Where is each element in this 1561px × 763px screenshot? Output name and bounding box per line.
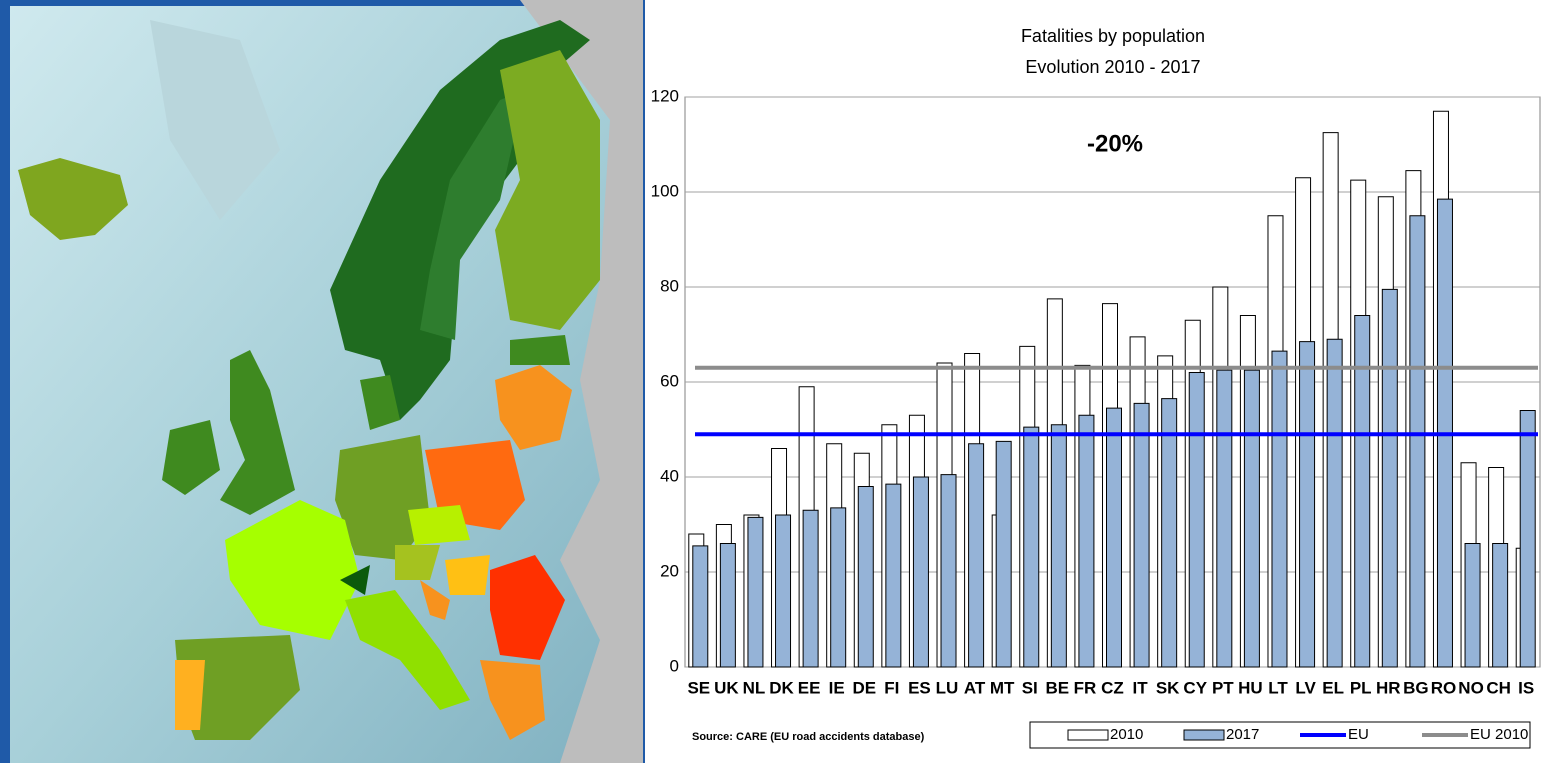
x-tick-label: CH [1486,678,1511,697]
x-tick-label: PL [1350,678,1372,697]
bar [1106,407,1122,668]
bar [775,514,792,668]
x-tick-label: NO [1458,678,1484,697]
bar [802,509,819,668]
x-tick-label: EL [1322,678,1344,697]
x-tick-label: BE [1046,678,1070,697]
bar [1023,426,1040,668]
legend-label: 2010 [1110,726,1143,743]
bar [830,507,847,668]
x-tick-label: SE [687,678,710,697]
map [10,0,643,763]
x-tick-label: SK [1156,678,1180,697]
x-tick-label: HR [1376,678,1401,697]
bar [1464,543,1481,668]
legend-label: EU 2010 [1470,726,1528,743]
bar [940,474,957,668]
x-tick-label: FI [884,678,899,697]
bar [857,486,874,668]
annotation: -20% [1087,130,1143,157]
source-note: Source: CARE (EU road accidents database… [692,731,925,743]
x-tick-label: LV [1295,678,1316,697]
x-tick-label: DK [769,678,794,697]
x-tick-label: ES [908,678,931,697]
bar [1299,341,1316,668]
bar [1409,215,1426,668]
bar [1078,414,1095,668]
y-tick-label: 60 [660,371,679,390]
bar [1243,369,1260,668]
x-tick-label: IT [1133,678,1149,697]
x-tick-label: DE [852,678,876,697]
legend-label: EU [1348,726,1369,743]
chart-subtitle: Evolution 2010 - 2017 [1025,57,1200,77]
bar [719,543,736,668]
bar [1188,372,1205,668]
y-tick-label: 20 [660,561,679,580]
x-tick-label: BG [1403,678,1429,697]
bar [1050,424,1067,668]
x-tick-label: EE [798,678,821,697]
bar [1492,543,1509,668]
x-tick-label: HU [1238,678,1263,697]
bar [968,443,985,668]
bar [1354,315,1371,668]
bar [1271,350,1288,668]
bar [1161,398,1178,668]
x-tick-label: UK [714,678,739,697]
bar [995,440,1012,668]
x-tick-label: FR [1074,678,1097,697]
y-tick-label: 40 [660,466,679,485]
x-tick-label: CY [1183,678,1207,697]
y-tick-label: 80 [660,276,679,295]
bar [747,516,764,668]
x-tick-label: LT [1268,678,1288,697]
y-tick-label: 100 [651,181,679,200]
x-tick-label: PT [1212,678,1234,697]
x-tick-label: NL [743,678,766,697]
bar [1519,410,1536,668]
bar [1381,288,1398,668]
x-tick-label: LU [936,678,959,697]
x-tick-label: SI [1022,678,1038,697]
x-tick-label: IS [1518,678,1534,697]
legend-label: 2017 [1226,726,1259,743]
bar [885,483,902,668]
x-tick-label: MT [990,678,1015,697]
bar [1326,338,1343,668]
y-tick-label: 120 [651,86,679,105]
legend-swatch [1183,729,1225,741]
bar [692,545,709,668]
bar [912,476,929,668]
x-tick-label: AT [964,678,986,697]
x-tick-label: IE [829,678,845,697]
x-tick-label: CZ [1101,678,1124,697]
bar [1133,402,1150,668]
y-tick-label: 0 [670,656,679,675]
chart-title: Fatalities by population [1021,26,1205,46]
x-tick-label: RO [1431,678,1457,697]
bar [1216,369,1233,668]
legend-swatch [1067,729,1109,741]
